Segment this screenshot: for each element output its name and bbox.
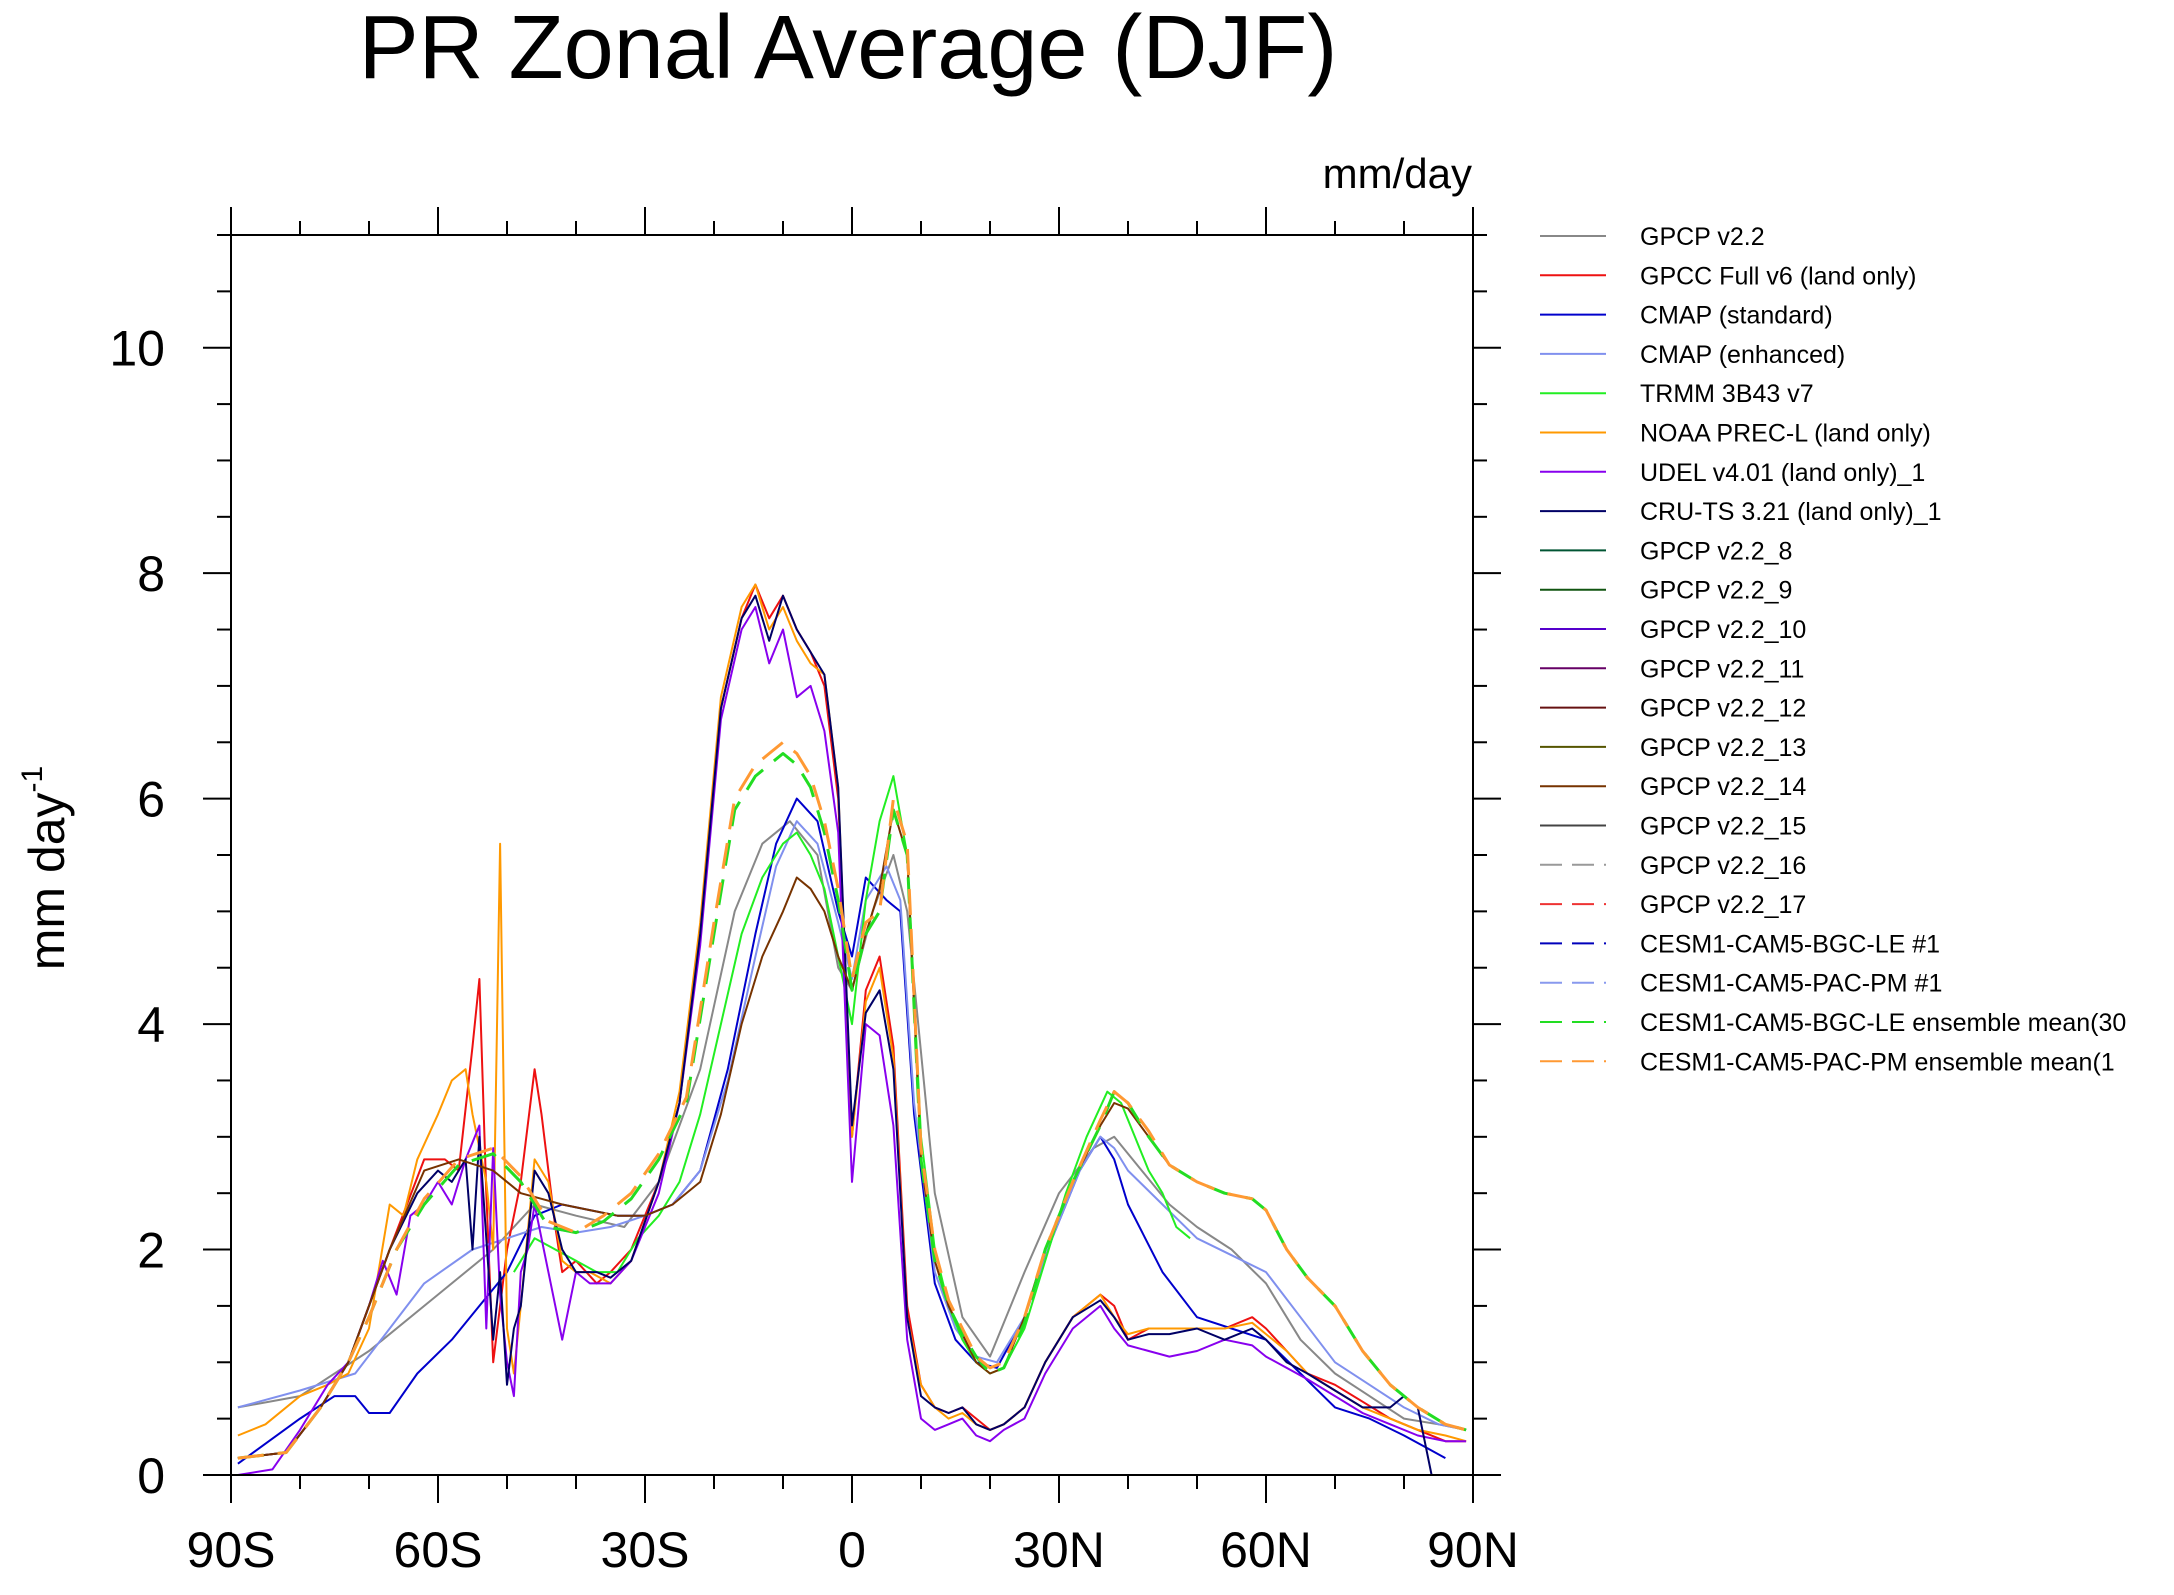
y-axis-label: mm day: [19, 792, 75, 970]
plot-frame: [230, 234, 1474, 1476]
x-tick-label: 30N: [1013, 1522, 1105, 1578]
legend-label-19: CESM1-CAM5-PAC-PM #1: [1640, 970, 1942, 998]
legend-label-15: GPCP v2.2_15: [1640, 813, 1806, 841]
series-line-3: [237, 820, 1467, 1431]
units-label: mm/day: [1323, 150, 1472, 197]
series-line-7: [237, 594, 1433, 1476]
chart-title: PR Zonal Average (DJF): [359, 0, 1338, 98]
x-tick-label: 30S: [601, 1522, 690, 1578]
series-line-0: [237, 820, 1467, 1431]
axis-ticks: [203, 207, 1501, 1503]
x-tick-label: 0: [838, 1522, 866, 1578]
legend-label-14: GPCP v2.2_14: [1640, 773, 1806, 801]
legend-label-20: CESM1-CAM5-BGC-LE ensemble mean(30: [1640, 1009, 2126, 1037]
legend-label-2: CMAP (standard): [1640, 302, 1833, 330]
legend-label-13: GPCP v2.2_13: [1640, 734, 1806, 762]
legend: GPCP v2.2 GPCC Full v6 (land only) CMAP (s…: [1540, 223, 2126, 1076]
tick-labels: 90S 60S 30S 0 30N 60N 90N 0 2 4 6 8 10: [109, 321, 1518, 1578]
y-tick-label: 0: [137, 1448, 165, 1504]
series-line-2: [237, 797, 1446, 1465]
legend-label-21: CESM1-CAM5-PAC-PM ensemble mean(1: [1640, 1048, 2115, 1076]
legend-label-7: CRU-TS 3.21 (land only)_1: [1640, 498, 1942, 526]
y-tick-label: 2: [137, 1223, 165, 1279]
series-line-5: [237, 583, 1467, 1443]
series-lines: [237, 583, 1467, 1476]
x-tick-label: 60N: [1220, 1522, 1312, 1578]
legend-label-4: TRMM 3B43 v7: [1640, 380, 1814, 408]
legend-label-0: GPCP v2.2: [1640, 223, 1765, 251]
x-tick-label: 60S: [394, 1522, 483, 1578]
legend-label-10: GPCP v2.2_10: [1640, 616, 1806, 644]
y-tick-label: 4: [137, 997, 165, 1053]
legend-label-16: GPCP v2.2_16: [1640, 852, 1806, 880]
legend-label-3: CMAP (enhanced): [1640, 341, 1845, 369]
legend-label-6: UDEL v4.01 (land only)_1: [1640, 459, 1925, 487]
legend-label-12: GPCP v2.2_12: [1640, 695, 1806, 723]
y-tick-label: 8: [137, 546, 165, 602]
legend-label-8: GPCP v2.2_8: [1640, 537, 1792, 565]
x-tick-label: 90N: [1427, 1522, 1519, 1578]
y-axis-label-exponent: -1: [16, 766, 49, 793]
x-tick-label: 90S: [187, 1522, 276, 1578]
legend-label-1: GPCC Full v6 (land only): [1640, 262, 1916, 290]
y-axis-title: mm day-1: [16, 766, 75, 971]
series-line-21: [237, 740, 1467, 1460]
legend-label-18: CESM1-CAM5-BGC-LE #1: [1640, 930, 1940, 958]
y-tick-label: 6: [137, 772, 165, 828]
legend-label-17: GPCP v2.2_17: [1640, 891, 1806, 919]
series-line-4: [513, 775, 1191, 1375]
legend-label-5: NOAA PREC-L (land only): [1640, 420, 1931, 448]
series-line-6: [237, 606, 1467, 1476]
y-tick-label: 10: [109, 321, 165, 377]
legend-label-9: GPCP v2.2_9: [1640, 577, 1792, 605]
legend-label-11: GPCP v2.2_11: [1640, 655, 1804, 683]
